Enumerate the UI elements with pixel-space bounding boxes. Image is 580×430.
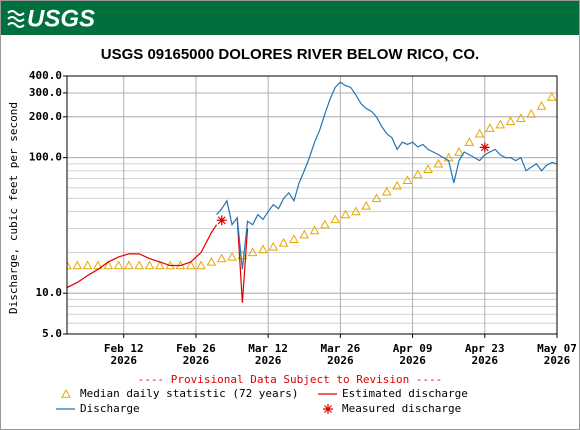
median-marker xyxy=(505,116,516,126)
plot-border xyxy=(66,75,558,335)
median-marker xyxy=(185,260,196,270)
y-tick-label: 400.0 xyxy=(29,69,62,82)
x-tick-year: 2026 xyxy=(110,354,137,367)
median-marker xyxy=(392,180,402,190)
median-marker xyxy=(485,123,495,132)
median-marker xyxy=(72,260,83,270)
median-marker xyxy=(381,186,392,196)
median-marker xyxy=(371,193,382,203)
legend-label: Estimated discharge xyxy=(342,387,468,400)
median-marker xyxy=(495,119,506,129)
median-marker xyxy=(289,234,299,243)
y-axis-label: Discharge, cubic feet per second xyxy=(7,102,20,314)
legend-symbol xyxy=(323,404,333,414)
logo-waves xyxy=(7,10,25,28)
x-tick-label: Mar 12 xyxy=(248,342,288,355)
median-marker xyxy=(412,169,423,179)
median-marker xyxy=(67,260,72,270)
x-tick-label: Feb 12 xyxy=(104,342,144,355)
notice: ---- Provisional Data Subject to Revisio… xyxy=(138,373,443,386)
median-marker xyxy=(278,237,289,247)
median-marker xyxy=(320,219,330,229)
median-marker xyxy=(82,260,93,270)
median-marker xyxy=(454,146,464,156)
median-marker xyxy=(526,108,537,118)
median-marker xyxy=(206,256,217,266)
median-marker xyxy=(268,241,279,251)
median-marker xyxy=(196,260,206,270)
median-marker xyxy=(103,260,114,270)
median-marker xyxy=(154,260,165,270)
median-marker xyxy=(350,206,361,216)
x-tick-year: 2026 xyxy=(544,354,571,367)
median-marker xyxy=(546,91,557,101)
median-marker xyxy=(144,260,155,270)
chart-title: USGS 09165000 DOLORES RIVER BELOW RICO, … xyxy=(101,46,479,63)
median-marker xyxy=(299,229,310,239)
y-tick-label: 5.0 xyxy=(42,327,62,340)
x-tick-year: 2026 xyxy=(255,354,282,367)
median-marker xyxy=(423,164,433,174)
median-marker xyxy=(516,113,526,123)
y-tick-label: 300.0 xyxy=(29,86,62,99)
legend-symbol xyxy=(61,388,71,398)
median-marker xyxy=(536,101,547,110)
logo-text: USGS xyxy=(27,5,95,32)
x-tick-label: Mar 26 xyxy=(320,342,360,355)
median-marker xyxy=(340,209,351,219)
measured-marker xyxy=(479,142,490,153)
x-tick-label: May 07 xyxy=(537,342,577,355)
median-marker xyxy=(309,225,320,235)
x-tick-label: Apr 23 xyxy=(465,342,505,355)
median-marker xyxy=(216,253,227,263)
x-tick-year: 2026 xyxy=(183,354,210,367)
median-marker xyxy=(227,251,237,261)
legend-label: Discharge xyxy=(80,402,140,415)
median-marker xyxy=(113,260,124,270)
x-tick-year: 2026 xyxy=(472,354,499,367)
median-marker xyxy=(464,137,475,146)
x-tick-label: Feb 26 xyxy=(176,342,216,355)
x-tick-year: 2026 xyxy=(399,354,426,367)
median-marker xyxy=(361,200,372,210)
median-marker xyxy=(433,158,444,168)
median-marker xyxy=(247,247,258,257)
median-marker xyxy=(402,175,413,185)
measured-marker xyxy=(216,215,227,226)
series-line xyxy=(67,217,249,303)
plot-area xyxy=(67,81,557,303)
median-marker xyxy=(258,244,268,254)
median-marker xyxy=(330,214,341,224)
y-tick-label: 100.0 xyxy=(29,151,62,164)
median-marker xyxy=(134,260,145,270)
median-marker xyxy=(124,260,134,270)
y-tick-label: 200.0 xyxy=(29,110,62,123)
legend-label: Measured discharge xyxy=(342,402,461,415)
y-tick-label: 10.0 xyxy=(36,286,63,299)
legend-label: Median daily statistic (72 years) xyxy=(80,387,299,400)
x-tick-year: 2026 xyxy=(327,354,354,367)
series-line xyxy=(216,81,557,270)
median-marker xyxy=(474,128,485,138)
x-tick-label: Apr 09 xyxy=(393,342,433,355)
header-bar xyxy=(1,1,579,35)
